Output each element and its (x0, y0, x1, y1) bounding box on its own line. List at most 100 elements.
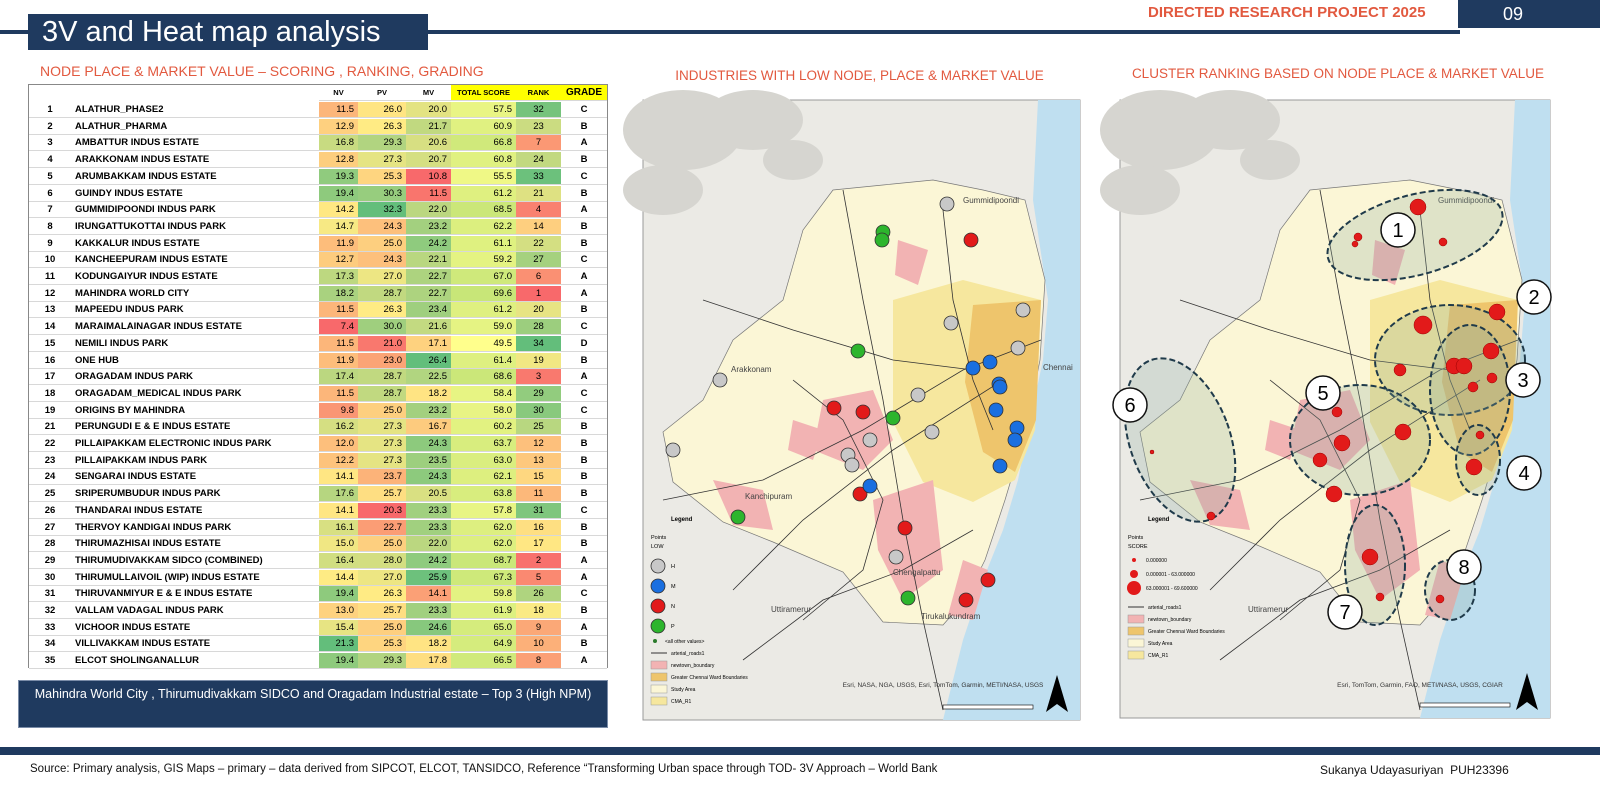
table-cell: MAPEEDU INDUS PARK (71, 302, 319, 319)
table-cell: PILLAIPAKKAM INDUS PARK (71, 452, 319, 469)
column-header: PV (358, 85, 406, 101)
cluster-number: 6 (1124, 395, 1135, 417)
table-cell: 23.3 (406, 603, 451, 619)
table-cell: B (561, 519, 607, 536)
map-credit: Esri, NASA, NGA, USGS, Esri, TomTom, Gar… (843, 682, 1044, 689)
table-cell: 28.0 (358, 552, 406, 569)
table-cell: 17 (516, 536, 561, 553)
legend-swatch (653, 639, 657, 643)
table-cell: 55.5 (451, 168, 516, 185)
cluster-badge (1446, 549, 1482, 585)
legend-title: Legend (1148, 517, 1170, 523)
legend-label: newtown_boundary (1148, 617, 1192, 623)
relief (763, 140, 823, 180)
legend-label: arterial_roads1 (1148, 605, 1182, 611)
table-cell: 10 (516, 636, 561, 653)
table-cell: 23.5 (406, 452, 451, 469)
table-cell: A (561, 269, 607, 285)
table-cell: 57.8 (451, 502, 516, 519)
table-cell: 17.6 (319, 486, 358, 503)
table-cell: 12 (29, 285, 71, 302)
table-cell: 63.7 (451, 436, 516, 452)
table-cell: 17.4 (319, 369, 358, 386)
table-heading: NODE PLACE & MARKET VALUE – SCORING , RA… (40, 63, 484, 79)
table-cell: 14.2 (319, 202, 358, 219)
table-cell: 22 (516, 235, 561, 252)
table-cell: 14.1 (406, 586, 451, 603)
table-cell: 33 (516, 168, 561, 185)
score-point (1438, 237, 1448, 247)
table-cell: 14.1 (319, 469, 358, 486)
table-cell: 12.0 (319, 436, 358, 452)
table-cell: 28.7 (358, 285, 406, 302)
table-cell: 23.0 (358, 352, 406, 369)
table-cell: C (561, 319, 607, 336)
table-cell: 10 (29, 252, 71, 269)
table-cell: 12.7 (319, 252, 358, 269)
table-cell: 20.0 (406, 102, 451, 118)
table-cell: 30 (29, 569, 71, 586)
table-cell: 4 (29, 152, 71, 169)
score-point (1206, 511, 1216, 521)
table-cell: 14.7 (319, 218, 358, 235)
column-header: NV (319, 85, 358, 101)
table-cell: 20.3 (358, 502, 406, 519)
table-cell: ONE HUB (71, 352, 319, 369)
table-cell: 11.5 (406, 185, 451, 202)
table-cell: 65.0 (451, 619, 516, 636)
table-cell: 29 (516, 385, 561, 402)
legend-label: Study Area (671, 687, 696, 693)
road (1419, 209, 1471, 431)
table-cell: 61.9 (451, 603, 516, 619)
legend-label: 0.000000 (1146, 558, 1167, 564)
score-point (1455, 357, 1473, 375)
cluster-badge (1506, 455, 1542, 491)
table-cell: B (561, 152, 607, 169)
table-cell: C (561, 385, 607, 402)
industry-point (988, 402, 1004, 418)
industry-point (874, 232, 890, 248)
score-point (1394, 423, 1412, 441)
score-point (1409, 198, 1427, 216)
column-header: RANK (516, 85, 561, 101)
legend-label: CMA_R1 (1148, 653, 1169, 659)
table-cell: 68.7 (451, 552, 516, 569)
table-cell: 58.0 (451, 402, 516, 419)
table-cell: 25.0 (358, 536, 406, 553)
table-cell: 61.4 (451, 352, 516, 369)
legend-swatch (650, 660, 668, 670)
table-cell: THIRUVANMIYUR E & E INDUS ESTATE (71, 586, 319, 603)
place-label: Arakkonam (731, 365, 772, 374)
table-cell: 19.4 (319, 185, 358, 202)
footer-author: Sukanya Udayasuriyan PUH23396 (1320, 763, 1509, 777)
industry-point (862, 478, 878, 494)
industry-point (963, 232, 979, 248)
table-cell: C (561, 502, 607, 519)
cluster-number: 7 (1339, 602, 1350, 624)
score-point (1486, 372, 1498, 384)
table-cell: 28 (516, 319, 561, 336)
table-cell: 18.2 (406, 385, 451, 402)
place-label: Chennai (1043, 363, 1073, 372)
sea (1420, 100, 1550, 718)
table-cell: 32 (29, 603, 71, 619)
table-cell: VALLAM VADAGAL INDUS PARK (71, 603, 319, 619)
table-cell: B (561, 185, 607, 202)
table-cell: 25.0 (358, 619, 406, 636)
score-point (1467, 381, 1479, 393)
road (742, 529, 974, 661)
table-cell: 24 (29, 469, 71, 486)
table-cell: 21 (29, 419, 71, 436)
score-point (1482, 342, 1500, 360)
table-cell: 18 (29, 385, 71, 402)
newtown-boundary (1290, 390, 1370, 470)
table-cell: 21.0 (358, 335, 406, 352)
road (1219, 529, 1451, 661)
table-cell: 27.3 (358, 419, 406, 436)
map: Gummidipoondi Uttiramerur 1 2 3 4 5 6 7 8 Legend Po… (1100, 90, 1552, 719)
table-cell: A (561, 552, 607, 569)
table-cell: 1 (29, 102, 71, 118)
slide-title: 3V and Heat map analysis (42, 16, 381, 48)
table-cell: 67.0 (451, 269, 516, 285)
